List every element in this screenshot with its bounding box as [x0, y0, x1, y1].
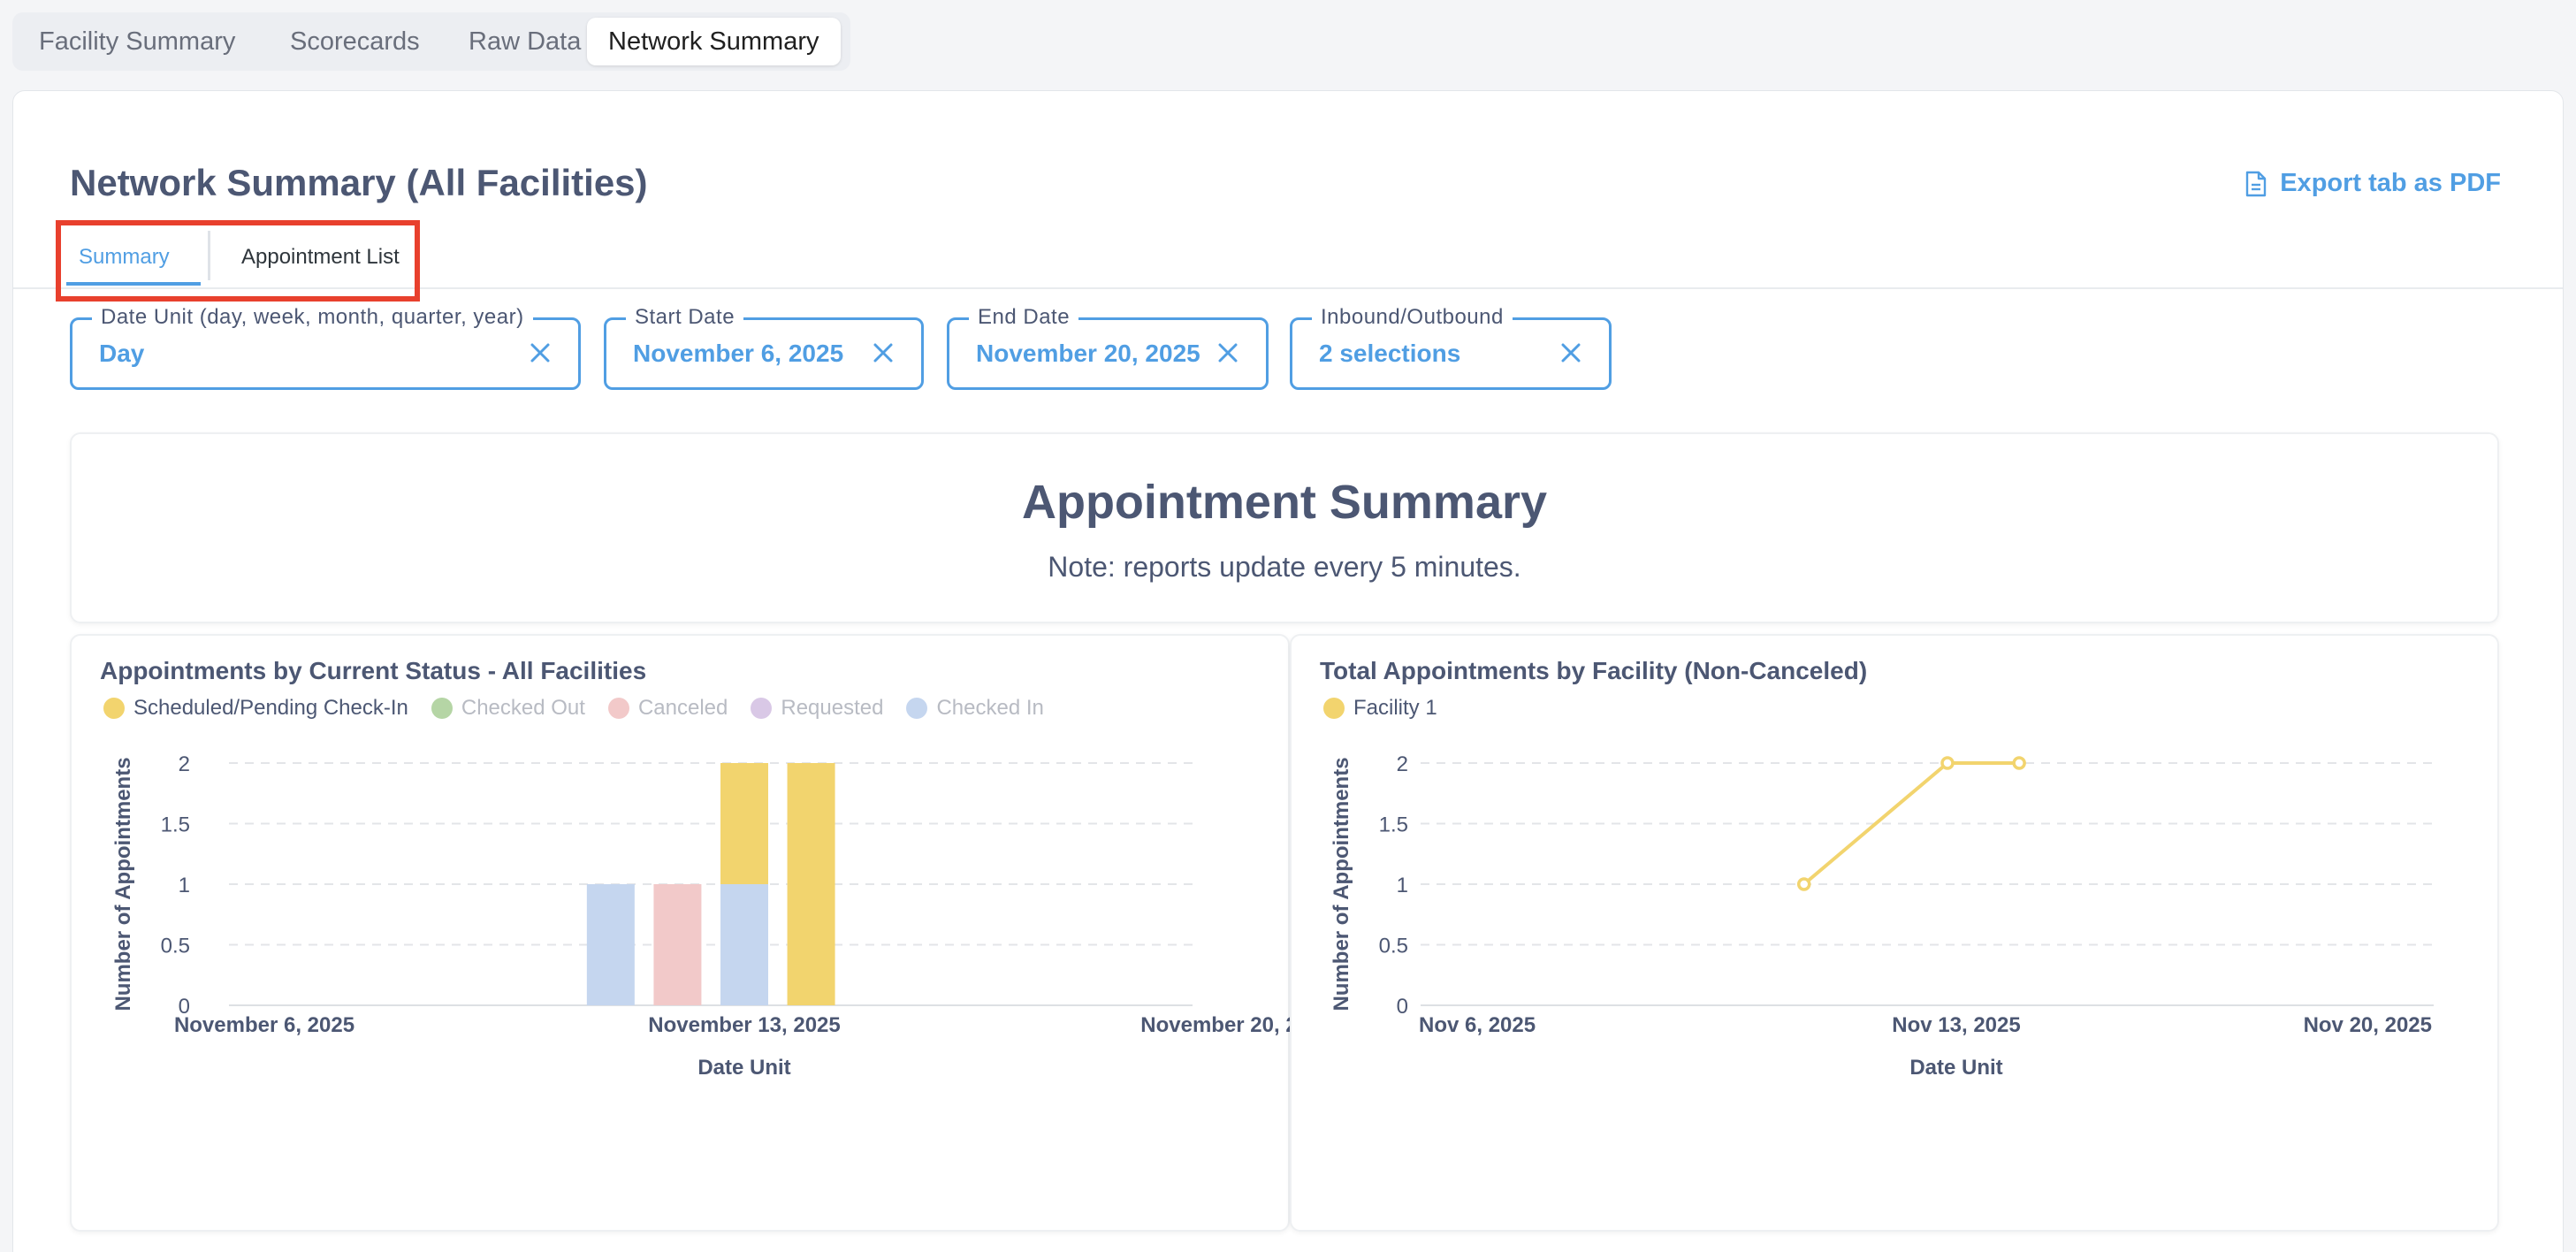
- y-tick-label: 2: [179, 752, 190, 776]
- legend-swatch: [1323, 698, 1345, 719]
- legend-swatch: [607, 698, 629, 719]
- legend-item[interactable]: Scheduled/Pending Check-In: [103, 696, 408, 721]
- close-icon[interactable]: [1216, 341, 1239, 364]
- close-icon[interactable]: [872, 341, 895, 364]
- close-icon[interactable]: [529, 341, 552, 364]
- y-tick-label: 0.5: [1379, 935, 1408, 958]
- chart-legend: Facility 1: [1323, 696, 1437, 721]
- x-tick-label: November 6, 2025: [174, 1013, 354, 1037]
- x-tick-label: Nov 20, 2025: [2304, 1013, 2432, 1037]
- data-point[interactable]: [1940, 756, 1955, 770]
- subtab-appointment-list[interactable]: Appointment List: [241, 245, 400, 269]
- filter-value: 2 selections: [1319, 340, 1461, 367]
- tab-scorecards[interactable]: Scorecards: [290, 27, 420, 56]
- bar-segment[interactable]: [653, 884, 702, 1005]
- legend-swatch: [431, 698, 453, 719]
- legend-item[interactable]: Canceled: [607, 696, 728, 721]
- legend-item[interactable]: Facility 1: [1323, 696, 1437, 721]
- filter-value: Day: [99, 340, 145, 367]
- chart-title: Appointments by Current Status - All Fac…: [100, 657, 647, 684]
- close-icon[interactable]: [1559, 341, 1582, 364]
- legend-label: Scheduled/Pending Check-In: [133, 696, 408, 720]
- tab-raw-data[interactable]: Raw Data: [469, 27, 582, 56]
- x-axis-label: Date Unit: [1909, 1056, 2002, 1080]
- page-title: Network Summary (All Facilities): [70, 162, 648, 203]
- filter-label: Inbound/Outbound: [1312, 305, 1513, 330]
- y-axis-label: Number of Appointments: [1330, 757, 1353, 1011]
- bar-segment[interactable]: [586, 884, 635, 1005]
- y-tick-label: 0.5: [161, 935, 190, 958]
- bar-segment[interactable]: [720, 763, 768, 884]
- data-point[interactable]: [1796, 877, 1811, 891]
- x-tick-label: Nov 6, 2025: [1419, 1013, 1536, 1037]
- filter-label: End Date: [969, 305, 1079, 330]
- x-tick-label: Nov 13, 2025: [1892, 1013, 2020, 1037]
- legend-label: Facility 1: [1353, 696, 1437, 720]
- y-tick-label: 1.5: [1379, 813, 1408, 837]
- data-point[interactable]: [2012, 756, 2026, 770]
- legend-item[interactable]: Requested: [751, 696, 883, 721]
- y-axis-label: Number of Appointments: [111, 757, 135, 1011]
- dashboard-panel: Network Summary (All Facilities) Export …: [12, 90, 2564, 1252]
- highlighted-subtab-group: Summary Appointment List: [56, 220, 420, 302]
- y-tick-label: 1: [1397, 874, 1408, 897]
- y-tick-label: 0: [179, 995, 190, 1019]
- chart-title: Total Appointments by Facility (Non-Canc…: [1320, 657, 1868, 684]
- x-axis-label: Date Unit: [697, 1056, 790, 1080]
- legend-item[interactable]: Checked Out: [431, 696, 585, 721]
- status-chart-card: Appointments by Current Status - All Fac…: [70, 634, 1292, 1232]
- y-tick-label: 0: [1397, 995, 1408, 1019]
- filter-inbound-outbound[interactable]: Inbound/Outbound 2 selections: [1290, 305, 1612, 390]
- filter-end-date[interactable]: End Date November 20, 2025: [947, 305, 1269, 390]
- status-bar-chart: 0 0.5 1 1.5 2 November 6, 2025 November 13, 20…: [111, 752, 1292, 1080]
- tab-network-summary[interactable]: Network Summary: [587, 18, 841, 65]
- legend-item[interactable]: Checked In: [906, 696, 1044, 721]
- y-tick-label: 1.5: [161, 813, 190, 837]
- chart-legend: Scheduled/Pending Check-In Checked Out Can…: [103, 696, 1044, 721]
- export-pdf-button[interactable]: Export tab as PDF: [2244, 169, 2501, 198]
- legend-label: Requested: [781, 696, 884, 720]
- legend-swatch: [751, 698, 773, 719]
- subtab-active-indicator: [66, 282, 201, 286]
- legend-label: Canceled: [637, 696, 728, 720]
- bar-segment[interactable]: [787, 763, 835, 1005]
- legend-label: Checked In: [936, 696, 1044, 720]
- legend-label: Checked Out: [461, 696, 585, 720]
- export-pdf-label: Export tab as PDF: [2280, 169, 2501, 197]
- facility-line-chart: 0 0.5 1 1.5 2 Nov 6, 2025 Nov 13, 2025 Nov 20, …: [1330, 752, 2434, 1080]
- tab-facility-summary[interactable]: Facility Summary: [39, 27, 236, 56]
- legend-swatch: [103, 698, 125, 719]
- summary-title: Appointment Summary: [1021, 476, 1548, 529]
- appointment-summary-card: Appointment Summary Note: reports update…: [70, 432, 2499, 623]
- summary-note: Note: reports update every 5 minutes.: [1048, 551, 1521, 583]
- filter-date-unit[interactable]: Date Unit (day, week, month, quarter, ye…: [70, 305, 581, 390]
- tabs-divider: [13, 287, 2563, 289]
- filter-value: November 20, 2025: [976, 340, 1200, 367]
- y-tick-label: 1: [179, 874, 190, 897]
- report-tab-bar: Facility Summary Scorecards Raw Data Net…: [12, 12, 850, 71]
- filter-value: November 6, 2025: [633, 340, 844, 367]
- document-icon: [2246, 171, 2267, 196]
- bar-segment[interactable]: [720, 884, 768, 1005]
- filter-start-date[interactable]: Start Date November 6, 2025: [604, 305, 924, 390]
- x-tick-label: November 20, 2025: [1140, 1013, 1292, 1037]
- legend-swatch: [906, 698, 928, 719]
- filter-label: Start Date: [626, 305, 744, 330]
- subtab-summary[interactable]: Summary: [79, 245, 170, 269]
- filter-label: Date Unit (day, week, month, quarter, ye…: [92, 305, 533, 330]
- facility-chart-card: Total Appointments by Facility (Non-Canc…: [1290, 634, 2499, 1232]
- subtab-divider: [208, 231, 210, 280]
- y-tick-label: 2: [1397, 752, 1408, 776]
- x-tick-label: November 13, 2025: [648, 1013, 840, 1037]
